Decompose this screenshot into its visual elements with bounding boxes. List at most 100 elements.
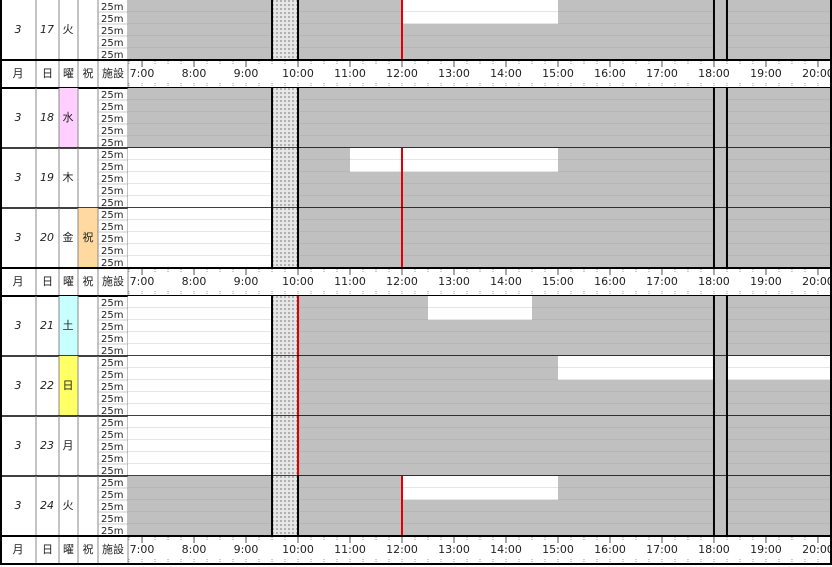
lane-open (428, 296, 532, 308)
closed-period (272, 148, 299, 208)
lane-booked (128, 136, 832, 148)
month: 3 (15, 111, 22, 124)
closed-period (713, 88, 727, 148)
lane-label: 25m (101, 406, 123, 417)
time-label: 12:00 (386, 275, 418, 288)
lane-label: 25m (101, 298, 123, 309)
lane-booked (128, 452, 832, 464)
time-label: 20:00 (802, 543, 832, 556)
closed-period (272, 476, 299, 536)
time-label: 14:00 (490, 67, 522, 80)
time-label: 13:00 (438, 67, 470, 80)
day: 19 (40, 171, 54, 184)
lane-open (128, 308, 273, 320)
lane-open (128, 172, 273, 184)
closed-period (272, 0, 299, 60)
lane-label: 25m (101, 370, 123, 381)
header-bg (0, 268, 832, 296)
lane-booked (128, 500, 832, 512)
lane-open (557, 356, 714, 368)
header-label: 日 (42, 67, 53, 80)
closed-period (713, 296, 727, 356)
header-label: 祝 (83, 542, 94, 556)
lane-label: 25m (101, 186, 123, 197)
lane-open (726, 368, 832, 380)
lane-open (128, 440, 273, 452)
lane-booked (128, 380, 832, 392)
day: 20 (40, 231, 54, 244)
time-label: 9:00 (234, 543, 259, 556)
lane-open (128, 392, 273, 404)
holiday: 祝 (83, 230, 94, 244)
lane-booked (128, 208, 832, 220)
lane-booked (128, 428, 832, 440)
lane-open (428, 308, 532, 320)
holiday-bg (78, 208, 98, 268)
time-label: 11:00 (334, 543, 366, 556)
lane-booked (128, 24, 832, 36)
lane-booked (128, 48, 832, 60)
time-label: 8:00 (182, 67, 207, 80)
time-label: 17:00 (646, 543, 678, 556)
time-label: 16:00 (594, 67, 626, 80)
time-label: 8:00 (182, 543, 207, 556)
day: 23 (40, 439, 54, 452)
month: 3 (15, 439, 22, 452)
lane-booked (128, 256, 832, 268)
time-label: 13:00 (438, 543, 470, 556)
time-label: 18:00 (698, 543, 730, 556)
time-label: 14:00 (490, 275, 522, 288)
time-label: 16:00 (594, 275, 626, 288)
time-label: 12:00 (386, 543, 418, 556)
lane-label: 25m (101, 174, 123, 185)
lane-booked (128, 512, 832, 524)
lane-label: 25m (101, 246, 123, 257)
lane-label: 25m (101, 514, 123, 525)
lane-open (128, 232, 273, 244)
lane-open (128, 452, 273, 464)
month: 3 (15, 23, 22, 36)
closed-period (272, 296, 299, 356)
time-label: 11:00 (334, 275, 366, 288)
lane-label: 25m (101, 150, 123, 161)
closed-period (713, 148, 727, 208)
lane-open (128, 148, 273, 160)
time-label: 7:00 (130, 67, 155, 80)
weekday: 水 (63, 111, 74, 124)
lane-label: 25m (101, 310, 123, 321)
lane-open (350, 160, 558, 172)
month: 3 (15, 231, 22, 244)
lane-label: 25m (101, 490, 123, 501)
weekday-bg (59, 356, 78, 416)
lane-label: 25m (101, 478, 123, 489)
header-label: 曜 (63, 275, 74, 288)
weekday: 日 (63, 379, 74, 392)
header-label: 月 (13, 275, 24, 288)
time-label: 20:00 (802, 67, 832, 80)
lane-open (128, 416, 273, 428)
lane-open (128, 196, 273, 208)
lane-booked (128, 220, 832, 232)
lane-label: 25m (101, 234, 123, 245)
lane-booked (128, 184, 832, 196)
weekday: 木 (63, 171, 74, 184)
lane-booked (128, 124, 832, 136)
lane-booked (128, 416, 832, 428)
day: 24 (40, 499, 54, 512)
lane-open (128, 208, 273, 220)
lane-booked (128, 440, 832, 452)
lane-label: 25m (101, 418, 123, 429)
time-label: 13:00 (438, 275, 470, 288)
lane-label: 25m (101, 210, 123, 221)
header-label: 祝 (83, 66, 94, 80)
time-label: 15:00 (542, 275, 574, 288)
lane-booked (128, 392, 832, 404)
day: 22 (40, 379, 54, 392)
lane-open (557, 368, 714, 380)
lane-open (128, 404, 273, 416)
time-label: 16:00 (594, 543, 626, 556)
weekday: 土 (63, 319, 74, 332)
header-label: 日 (42, 275, 53, 288)
lane-booked (128, 332, 832, 344)
lane-open (726, 356, 832, 368)
